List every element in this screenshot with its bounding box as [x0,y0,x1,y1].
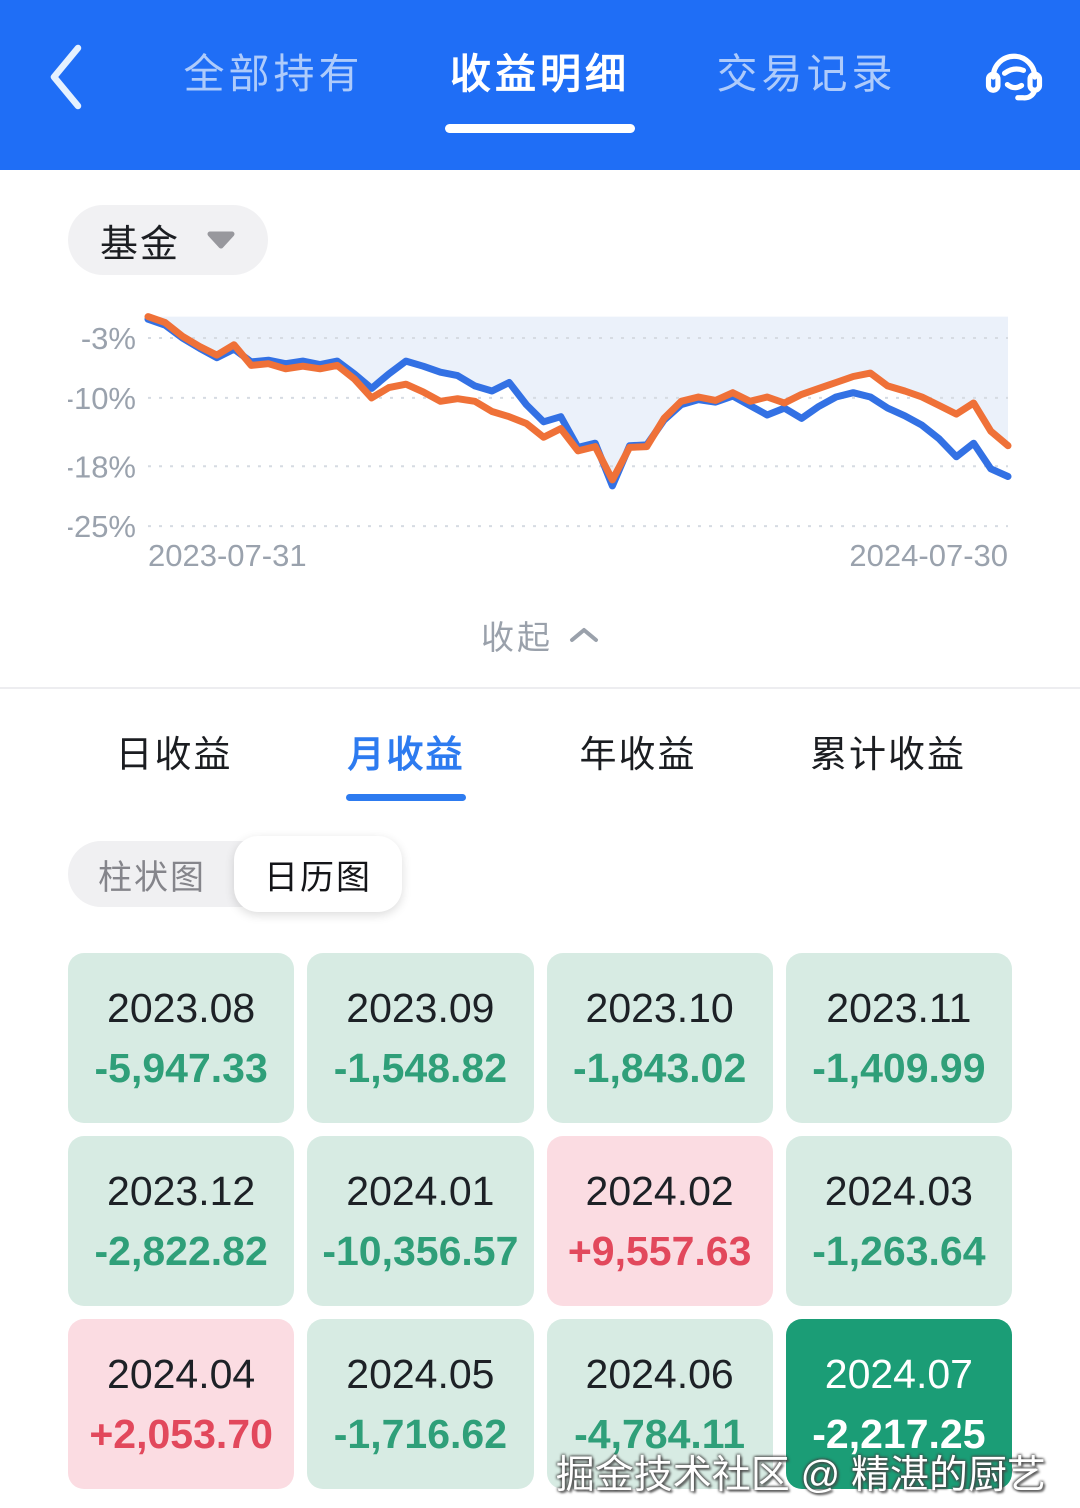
month-card[interactable]: 2023.12 -2,822.82 [68,1136,295,1306]
fund-filter-dropdown[interactable]: 基金 [68,205,269,275]
month-value: -4,784.11 [574,1410,746,1457]
tab-label: 月收益 [347,734,465,775]
month-value: -1,409.99 [812,1044,986,1091]
tab-yearly-income[interactable]: 年收益 [578,731,698,801]
period-tabs: 日收益 月收益 年收益 累计收益 [68,689,1012,801]
tab-underline [179,124,369,133]
collapse-label: 收起 [481,619,553,656]
month-card[interactable]: 2023.09 -1,548.82 [307,953,534,1123]
y-axis-tick-label: -10% [68,381,136,416]
tab-underline [712,124,902,133]
month-label: 2024.01 [346,1167,495,1214]
toggle-bar-chart[interactable]: 柱状图 [98,858,206,897]
tab-underline [578,794,698,801]
chevron-left-icon [50,44,82,110]
section-divider [0,687,1080,689]
view-toggle: 柱状图 日历图 [68,836,402,912]
tab-label: 累计收益 [810,734,966,775]
month-label: 2024.06 [585,1350,734,1397]
month-value: -1,716.62 [333,1410,507,1457]
month-value: +9,557.63 [567,1227,752,1274]
headset-icon [985,53,1043,101]
month-card[interactable]: 2024.03 -1,263.64 [785,1136,1012,1306]
tab-underline [114,794,234,801]
y-axis-tick-label: -25% [68,509,136,544]
month-card[interactable]: 2024.05 -1,716.62 [307,1319,534,1489]
month-card[interactable]: 2024.07 -2,217.25 [785,1319,1012,1489]
month-card[interactable]: 2024.02 +9,557.63 [546,1136,773,1306]
x-axis-start-label: 2023-07-31 [148,538,307,573]
month-label: 2023.12 [107,1167,256,1214]
month-value: -10,356.57 [322,1227,519,1274]
line-orange [144,313,1012,484]
y-axis-tick-label: -18% [68,449,136,484]
tab-underline [445,124,635,133]
tab-label: 交易记录 [716,51,897,97]
month-label: 2024.02 [585,1167,734,1214]
month-card[interactable]: 2024.04 +2,053.70 [68,1319,295,1489]
month-label: 2024.05 [346,1350,495,1397]
x-axis-end-label: 2024-07-30 [849,538,1008,573]
month-label: 2023.10 [585,984,734,1031]
tab-income-detail[interactable]: 收益明细 [445,38,635,133]
month-label: 2023.09 [346,984,495,1031]
month-label: 2024.03 [824,1167,973,1214]
month-value: -1,263.64 [812,1227,986,1274]
tab-cumulative-income[interactable]: 累计收益 [810,731,966,801]
month-label: 2023.08 [107,984,256,1031]
month-card[interactable]: 2024.01 -10,356.57 [307,1136,534,1306]
tab-label: 收益明细 [450,51,630,97]
month-value: -1,548.82 [333,1044,507,1091]
tab-label: 全部持有 [183,51,364,97]
month-card[interactable]: 2024.06 -4,784.11 [546,1319,773,1489]
tab-label: 年收益 [579,734,697,775]
tab-label: 日收益 [115,734,233,775]
month-value: +2,053.70 [89,1410,273,1457]
tab-transaction-record[interactable]: 交易记录 [712,38,902,133]
month-card[interactable]: 2023.08 -5,947.33 [68,953,295,1123]
month-label: 2023.11 [826,984,972,1031]
month-value: -1,843.02 [573,1044,747,1091]
caret-down-icon [207,231,235,249]
calendar-grid: 2023.08 -5,947.33 2023.09 -1,548.82 2023.10 -… [68,953,1012,1489]
tab-monthly-income[interactable]: 月收益 [346,731,466,801]
tab-underline [346,794,466,801]
month-label: 2024.04 [107,1350,256,1397]
month-value: -2,217.25 [812,1410,986,1457]
month-value: -2,822.82 [94,1227,268,1274]
customer-service-button[interactable] [978,38,1050,116]
tab-daily-income[interactable]: 日收益 [114,731,234,801]
performance-chart: -3% -10% -18% -25% 2023-07-31 2024-07-30 [64,300,1012,575]
month-card[interactable]: 2023.11 -1,409.99 [785,953,1012,1123]
tab-all-holdings[interactable]: 全部持有 [179,38,369,133]
month-card[interactable]: 2023.10 -1,843.02 [546,953,773,1123]
tab-underline [828,794,948,801]
toggle-calendar-chart[interactable]: 日历图 [234,836,402,912]
fund-filter-label: 基金 [100,223,181,266]
chevron-up-icon [570,628,598,642]
collapse-chart-button[interactable]: 收起 [0,613,1080,657]
performance-chart-svg: -3% -10% -18% -25% 2023-07-31 2024-07-30 [64,313,1012,573]
header-bar: 全部持有 收益明细 交易记录 [0,0,1080,170]
month-value: -5,947.33 [94,1044,268,1091]
y-axis-tick-label: -3% [81,321,136,356]
month-label: 2024.07 [824,1350,973,1397]
back-button[interactable] [30,38,102,116]
